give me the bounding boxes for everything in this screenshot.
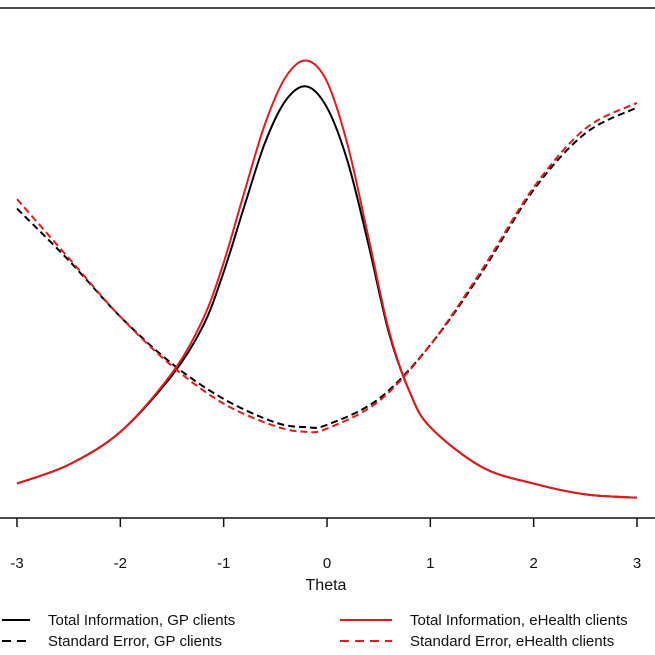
series-layer [16,59,638,499]
series-se-gp [16,106,638,429]
x-tick-label: -2 [114,555,127,572]
legend-item-se-gp: Standard Error, GP clients [2,633,222,650]
legend-item-se-ehealth: Standard Error, eHealth clients [340,633,614,650]
x-tick-label: 0 [323,555,331,572]
legend-label-se-ehealth: Standard Error, eHealth clients [410,633,614,650]
x-tick-label: 1 [426,555,434,572]
x-tick-label: 2 [529,555,537,572]
x-tick-label: -3 [10,555,23,572]
legend: Total Information, GP clients Total Info… [2,612,628,650]
legend-item-total-info-gp: Total Information, GP clients [2,612,235,629]
x-axis-title: Theta [306,577,347,594]
series-se-ehealth [16,101,638,434]
x-axis-tick-labels: -3 -2 -1 0 1 2 3 [10,555,641,572]
legend-label-total-info-gp: Total Information, GP clients [48,612,235,629]
x-tick-label: 3 [633,555,641,572]
legend-label-total-info-ehealth: Total Information, eHealth clients [410,612,628,629]
series-total-info-ehealth [16,59,638,499]
series-total-info-gp [16,85,638,499]
x-axis-ticks [16,518,638,527]
legend-label-se-gp: Standard Error, GP clients [48,633,222,650]
legend-item-total-info-ehealth: Total Information, eHealth clients [340,612,628,629]
x-tick-label: -1 [217,555,230,572]
